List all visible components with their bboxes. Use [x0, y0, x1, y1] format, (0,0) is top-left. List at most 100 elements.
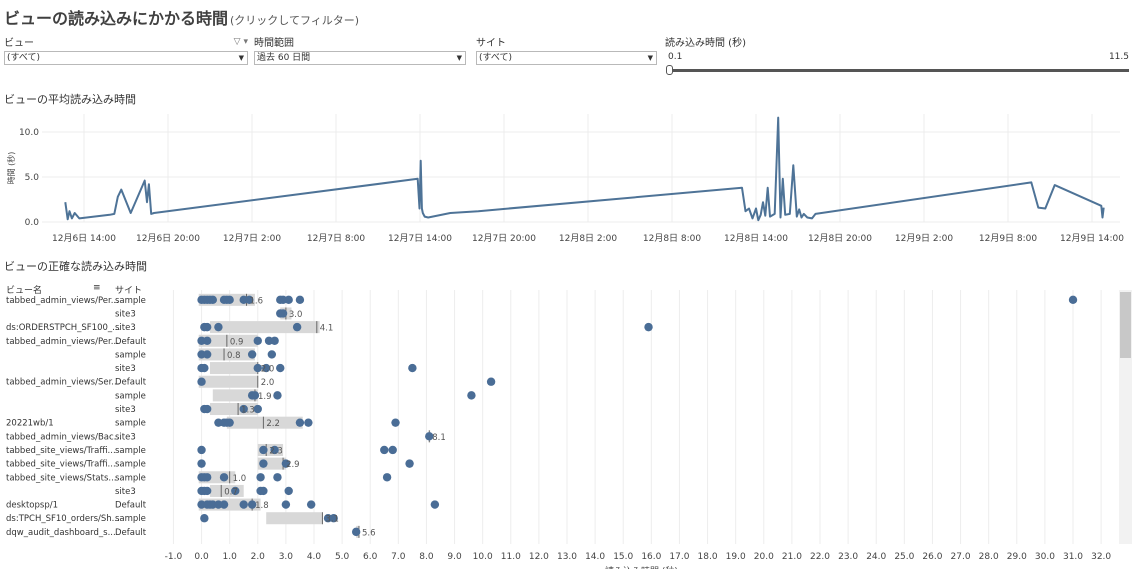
row-data-point	[644, 322, 653, 332]
x-tick-label: 7.0	[391, 552, 406, 562]
row-site-name: site3	[115, 309, 136, 319]
row-data-point	[197, 377, 206, 386]
x-tick-label: 3.0	[279, 552, 294, 562]
row-data-point	[408, 363, 417, 373]
row-view-name: tabbed_admin_views/Per...	[6, 296, 119, 306]
row-data-point	[304, 418, 313, 427]
row-data-point	[380, 445, 389, 455]
row-view-name: dqw_audit_dashboard_s...	[6, 528, 116, 538]
view-filter-value: (すべて)	[7, 53, 41, 63]
row-data-point	[284, 295, 293, 305]
chevron-down-icon[interactable]: ▼	[456, 54, 462, 62]
x-tick-label: 16.0	[641, 552, 661, 562]
row-data-point	[262, 363, 271, 373]
x-tick-label: 12月9日 8:00	[979, 233, 1038, 244]
vertical-scrollbar[interactable]	[1119, 290, 1132, 544]
view-filter-dropdown[interactable]: (すべて) ▼	[4, 51, 248, 65]
row-data-point	[405, 459, 414, 468]
x-tick-label: 12月7日 2:00	[223, 233, 282, 244]
row-data-point	[1068, 295, 1078, 305]
row-data-point	[281, 459, 291, 468]
row-mean-label: 0.9	[230, 337, 244, 347]
row-data-point	[225, 418, 234, 427]
y-tick-label: 0.0	[25, 218, 40, 228]
slider-handle[interactable]	[666, 65, 673, 75]
site-filter-value: (すべて)	[479, 53, 513, 63]
x-tick-label: 12月9日 14:00	[1060, 233, 1124, 244]
x-tick-label: 9.0	[447, 552, 462, 562]
row-view-name: tabbed_admin_views/Ser...	[6, 378, 119, 388]
row-data-point	[382, 473, 392, 482]
time-range-filter: 時間範囲 過去 60 日間 ▼	[254, 37, 466, 65]
row-view-name: desktopsp/1	[6, 501, 58, 511]
row-mean-label: 2.0	[261, 365, 275, 375]
x-tick-label: 12.0	[529, 552, 549, 562]
row-data-point	[270, 336, 279, 345]
slider-max-value: 11.5	[1108, 52, 1129, 62]
scrollbar-thumb[interactable]	[1120, 292, 1131, 358]
chevron-down-icon[interactable]: ▼	[238, 54, 244, 62]
x-tick-label: 0.0	[194, 552, 209, 562]
chevron-down-icon[interactable]: ▾	[243, 37, 248, 47]
row-data-point	[295, 295, 305, 305]
time-range-dropdown[interactable]: 過去 60 日間 ▼	[254, 51, 466, 65]
row-range-band	[209, 321, 320, 334]
funnel-icon[interactable]: ▽	[233, 37, 241, 47]
row-mean-label: 2.3	[269, 446, 283, 456]
row-site-name: site3	[115, 405, 136, 415]
row-range-band	[226, 416, 303, 429]
row-site-name: sample	[115, 460, 146, 470]
row-range-band	[198, 348, 255, 361]
row-data-point	[329, 514, 338, 523]
row-data-point	[486, 377, 496, 386]
row-site-name: Default	[115, 501, 147, 511]
row-mean-label: 5.6	[362, 528, 376, 538]
row-data-point	[247, 350, 257, 359]
view-filter: ビュー ▽ ▾ (すべて) ▼	[4, 37, 248, 65]
x-tick-label: 6.0	[363, 552, 378, 562]
row-view-name: 20221wb/1	[6, 419, 54, 429]
row-mean-label: 2.9	[286, 460, 300, 470]
row-data-point	[391, 418, 400, 427]
x-tick-label: 15.0	[613, 552, 633, 562]
row-data-point	[276, 363, 285, 373]
x-tick-label: 10.0	[473, 552, 493, 562]
avg-load-time-chart: 12月6日 14:00 12月6日 20:00 12月7日 2:00 12月7日 8:…	[6, 114, 1124, 244]
chevron-down-icon[interactable]: ▼	[647, 54, 653, 62]
x-tick-label: 5.0	[335, 552, 350, 562]
row-data-point	[259, 445, 268, 455]
row-view-name: tabbed_admin_views/Per...	[6, 337, 119, 347]
x-tick-label: 4.0	[307, 552, 322, 562]
row-data-point	[239, 404, 248, 414]
row-site-name: sample	[115, 419, 146, 429]
time-range-filter-label: 時間範囲	[254, 38, 294, 49]
row-site-name: Default	[115, 337, 147, 347]
slider-track[interactable]	[669, 69, 1129, 72]
row-data-point	[253, 363, 262, 373]
x-tick-label: 12月7日 20:00	[472, 233, 536, 244]
x-tick-label: 2.0	[251, 552, 266, 562]
row-data-point	[245, 295, 254, 305]
x-tick-label: 32.0	[1091, 552, 1111, 562]
row-data-point	[239, 500, 248, 509]
avg-load-time-title: ビューの平均読み込み時間	[4, 93, 136, 106]
row-data-point	[292, 322, 302, 332]
row-data-point	[202, 350, 212, 359]
row-mean-label: 1.3	[241, 406, 255, 416]
x-tick-label: 8.0	[419, 552, 434, 562]
page-title: ビューの読み込みにかかる時間	[4, 9, 229, 28]
x-tick-label: -1.0	[165, 552, 183, 562]
x-axis-label: 読み込み時間 (秒)	[605, 565, 678, 569]
row-mean-label: 1.9	[258, 392, 272, 402]
sort-icon[interactable]: ≡	[93, 283, 101, 293]
slider-label: 読み込み時間 (秒)	[665, 38, 746, 49]
dashboard-title: ビューの読み込みにかかる時間 (クリックしてフィルター)	[4, 5, 359, 29]
row-site-name: sample	[115, 473, 146, 483]
x-tick-label: 11.0	[501, 552, 521, 562]
site-dropdown[interactable]: (すべて) ▼	[476, 51, 657, 65]
y-tick-label: 5.0	[25, 173, 40, 183]
row-data-point	[430, 500, 440, 509]
row-site-name: site3	[115, 487, 136, 497]
x-tick-label: 19.0	[726, 552, 746, 562]
row-data-point	[388, 445, 397, 455]
